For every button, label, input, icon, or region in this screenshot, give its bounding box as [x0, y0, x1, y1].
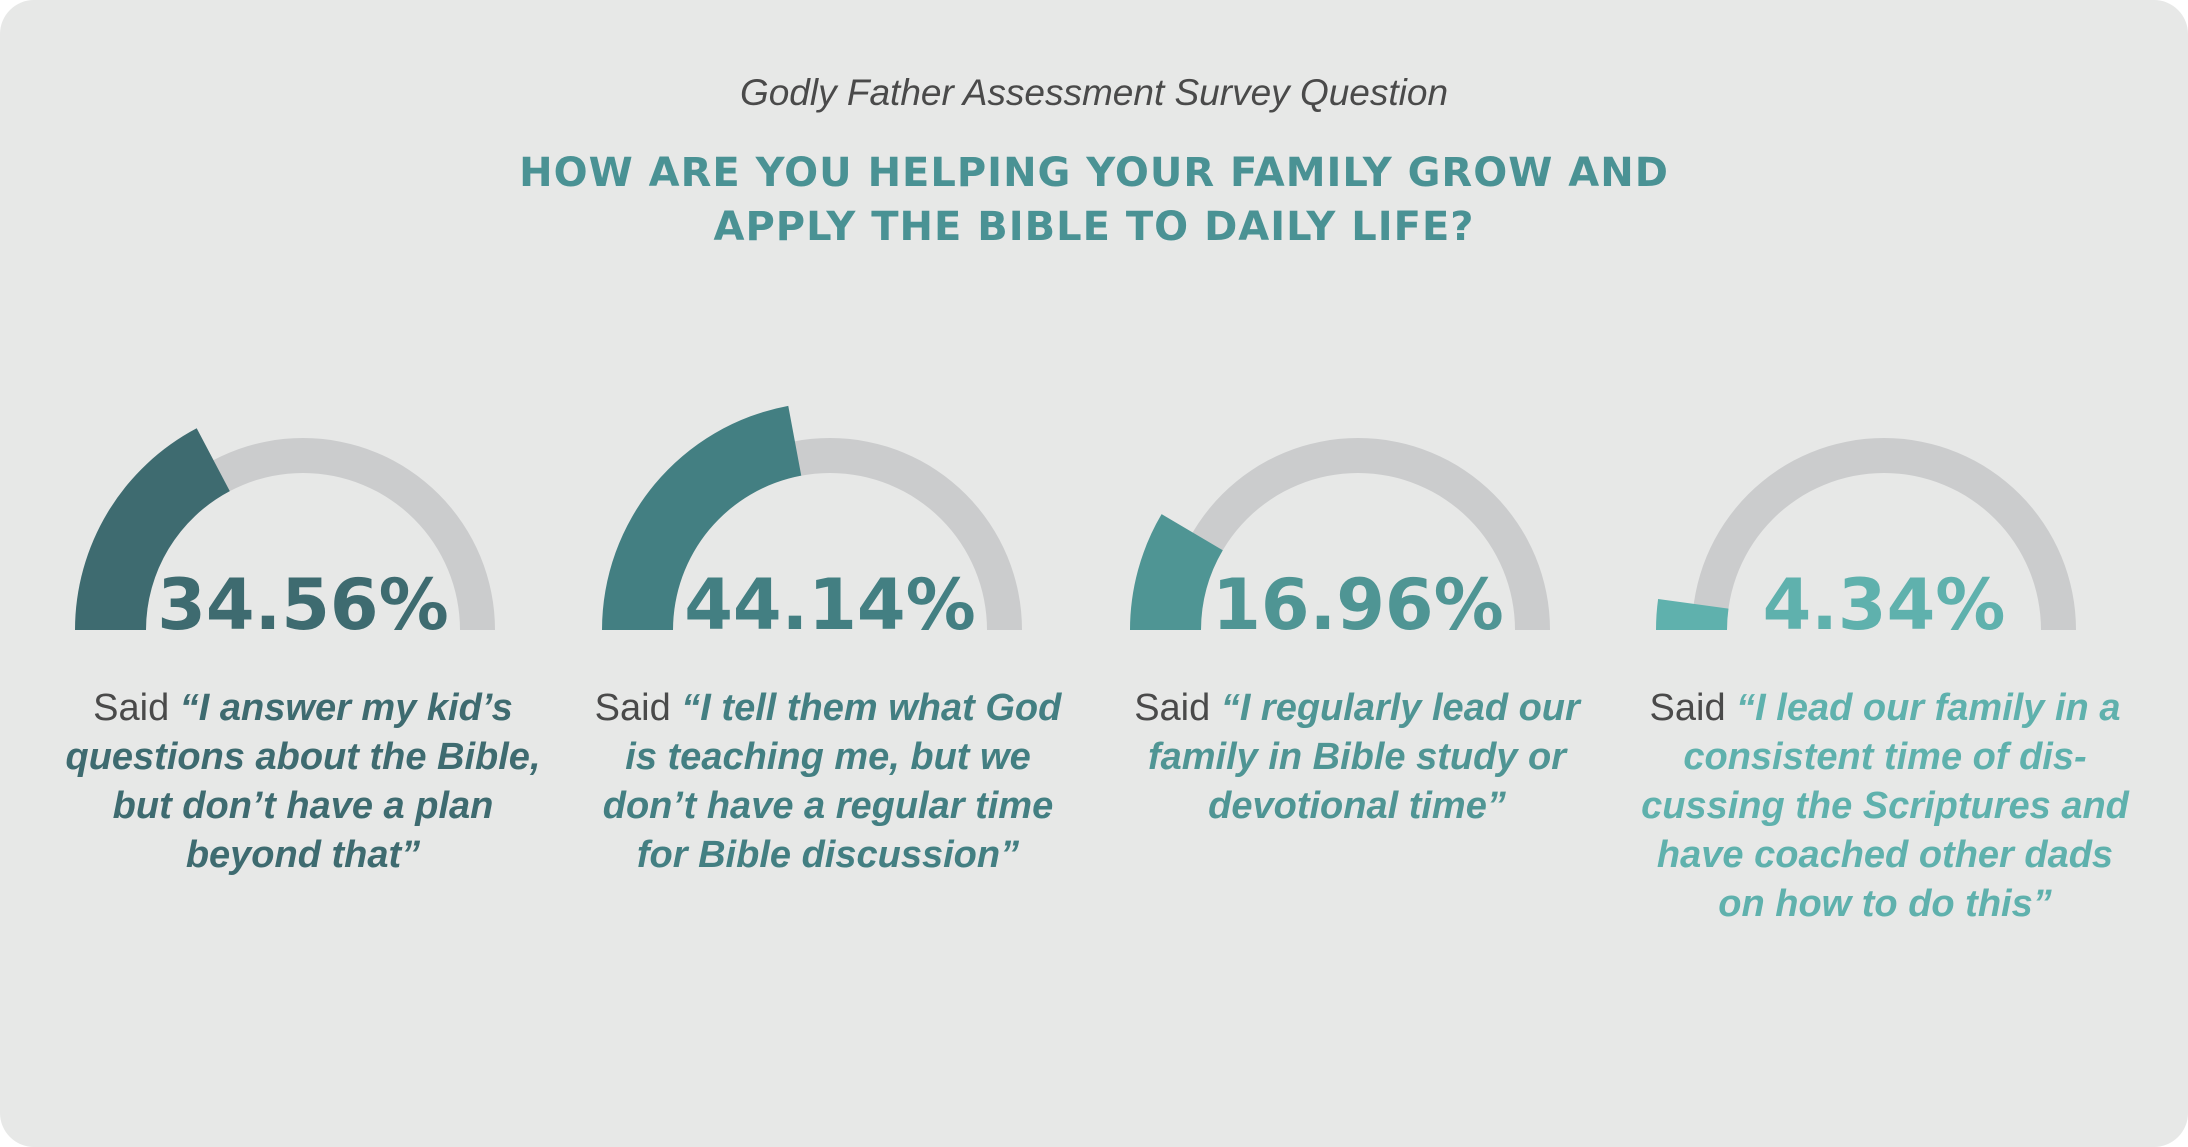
caption-said: Said	[1649, 687, 1726, 729]
gauge-percent-label: 16.96%	[1212, 564, 1504, 646]
gauge-value-arc	[1656, 599, 1729, 630]
gauge-caption: Said “I regularly lead our family in Bib…	[1107, 684, 1607, 831]
gauge-value-arc	[602, 405, 802, 630]
gauge-caption: Said “I answer my kid’s questions about …	[53, 684, 553, 880]
gauge-track	[1166, 438, 1550, 630]
gauge-percent-label: 4.34%	[1763, 564, 2006, 646]
survey-subtitle: Godly Father Assessment Survey Question	[739, 72, 1449, 113]
gauge-percent-label: 34.56%	[157, 564, 449, 646]
caption-quote: “I tell them what God is teaching me, bu…	[602, 687, 1062, 876]
caption-said: Said	[594, 687, 671, 729]
gauge-value-arc	[1130, 514, 1223, 630]
survey-question-title: HOW ARE YOU HELPING YOUR FAMILY GROW AND…	[0, 146, 2188, 254]
gauge-track	[1692, 438, 2076, 630]
title-line-1: HOW ARE YOU HELPING YOUR FAMILY GROW AND	[519, 150, 1669, 196]
gauge-percent-label: 44.14%	[684, 564, 976, 646]
caption-quote: “I regularly lead our family in Bible st…	[1147, 687, 1580, 827]
gauge-caption: Said “I tell them what God is teaching m…	[578, 684, 1078, 880]
caption-quote: “I lead our family in a consistent time …	[1641, 687, 2129, 925]
gauge-caption: Said “I lead our family in a consistent …	[1635, 684, 2135, 929]
caption-said: Said	[1134, 687, 1211, 729]
caption-quote: “I answer my kid’s questions about the B…	[65, 687, 541, 876]
gauge-value-arc	[75, 428, 230, 630]
caption-said: Said	[93, 687, 170, 729]
title-line-2: APPLY THE BIBLE TO DAILY LIFE?	[713, 204, 1475, 250]
